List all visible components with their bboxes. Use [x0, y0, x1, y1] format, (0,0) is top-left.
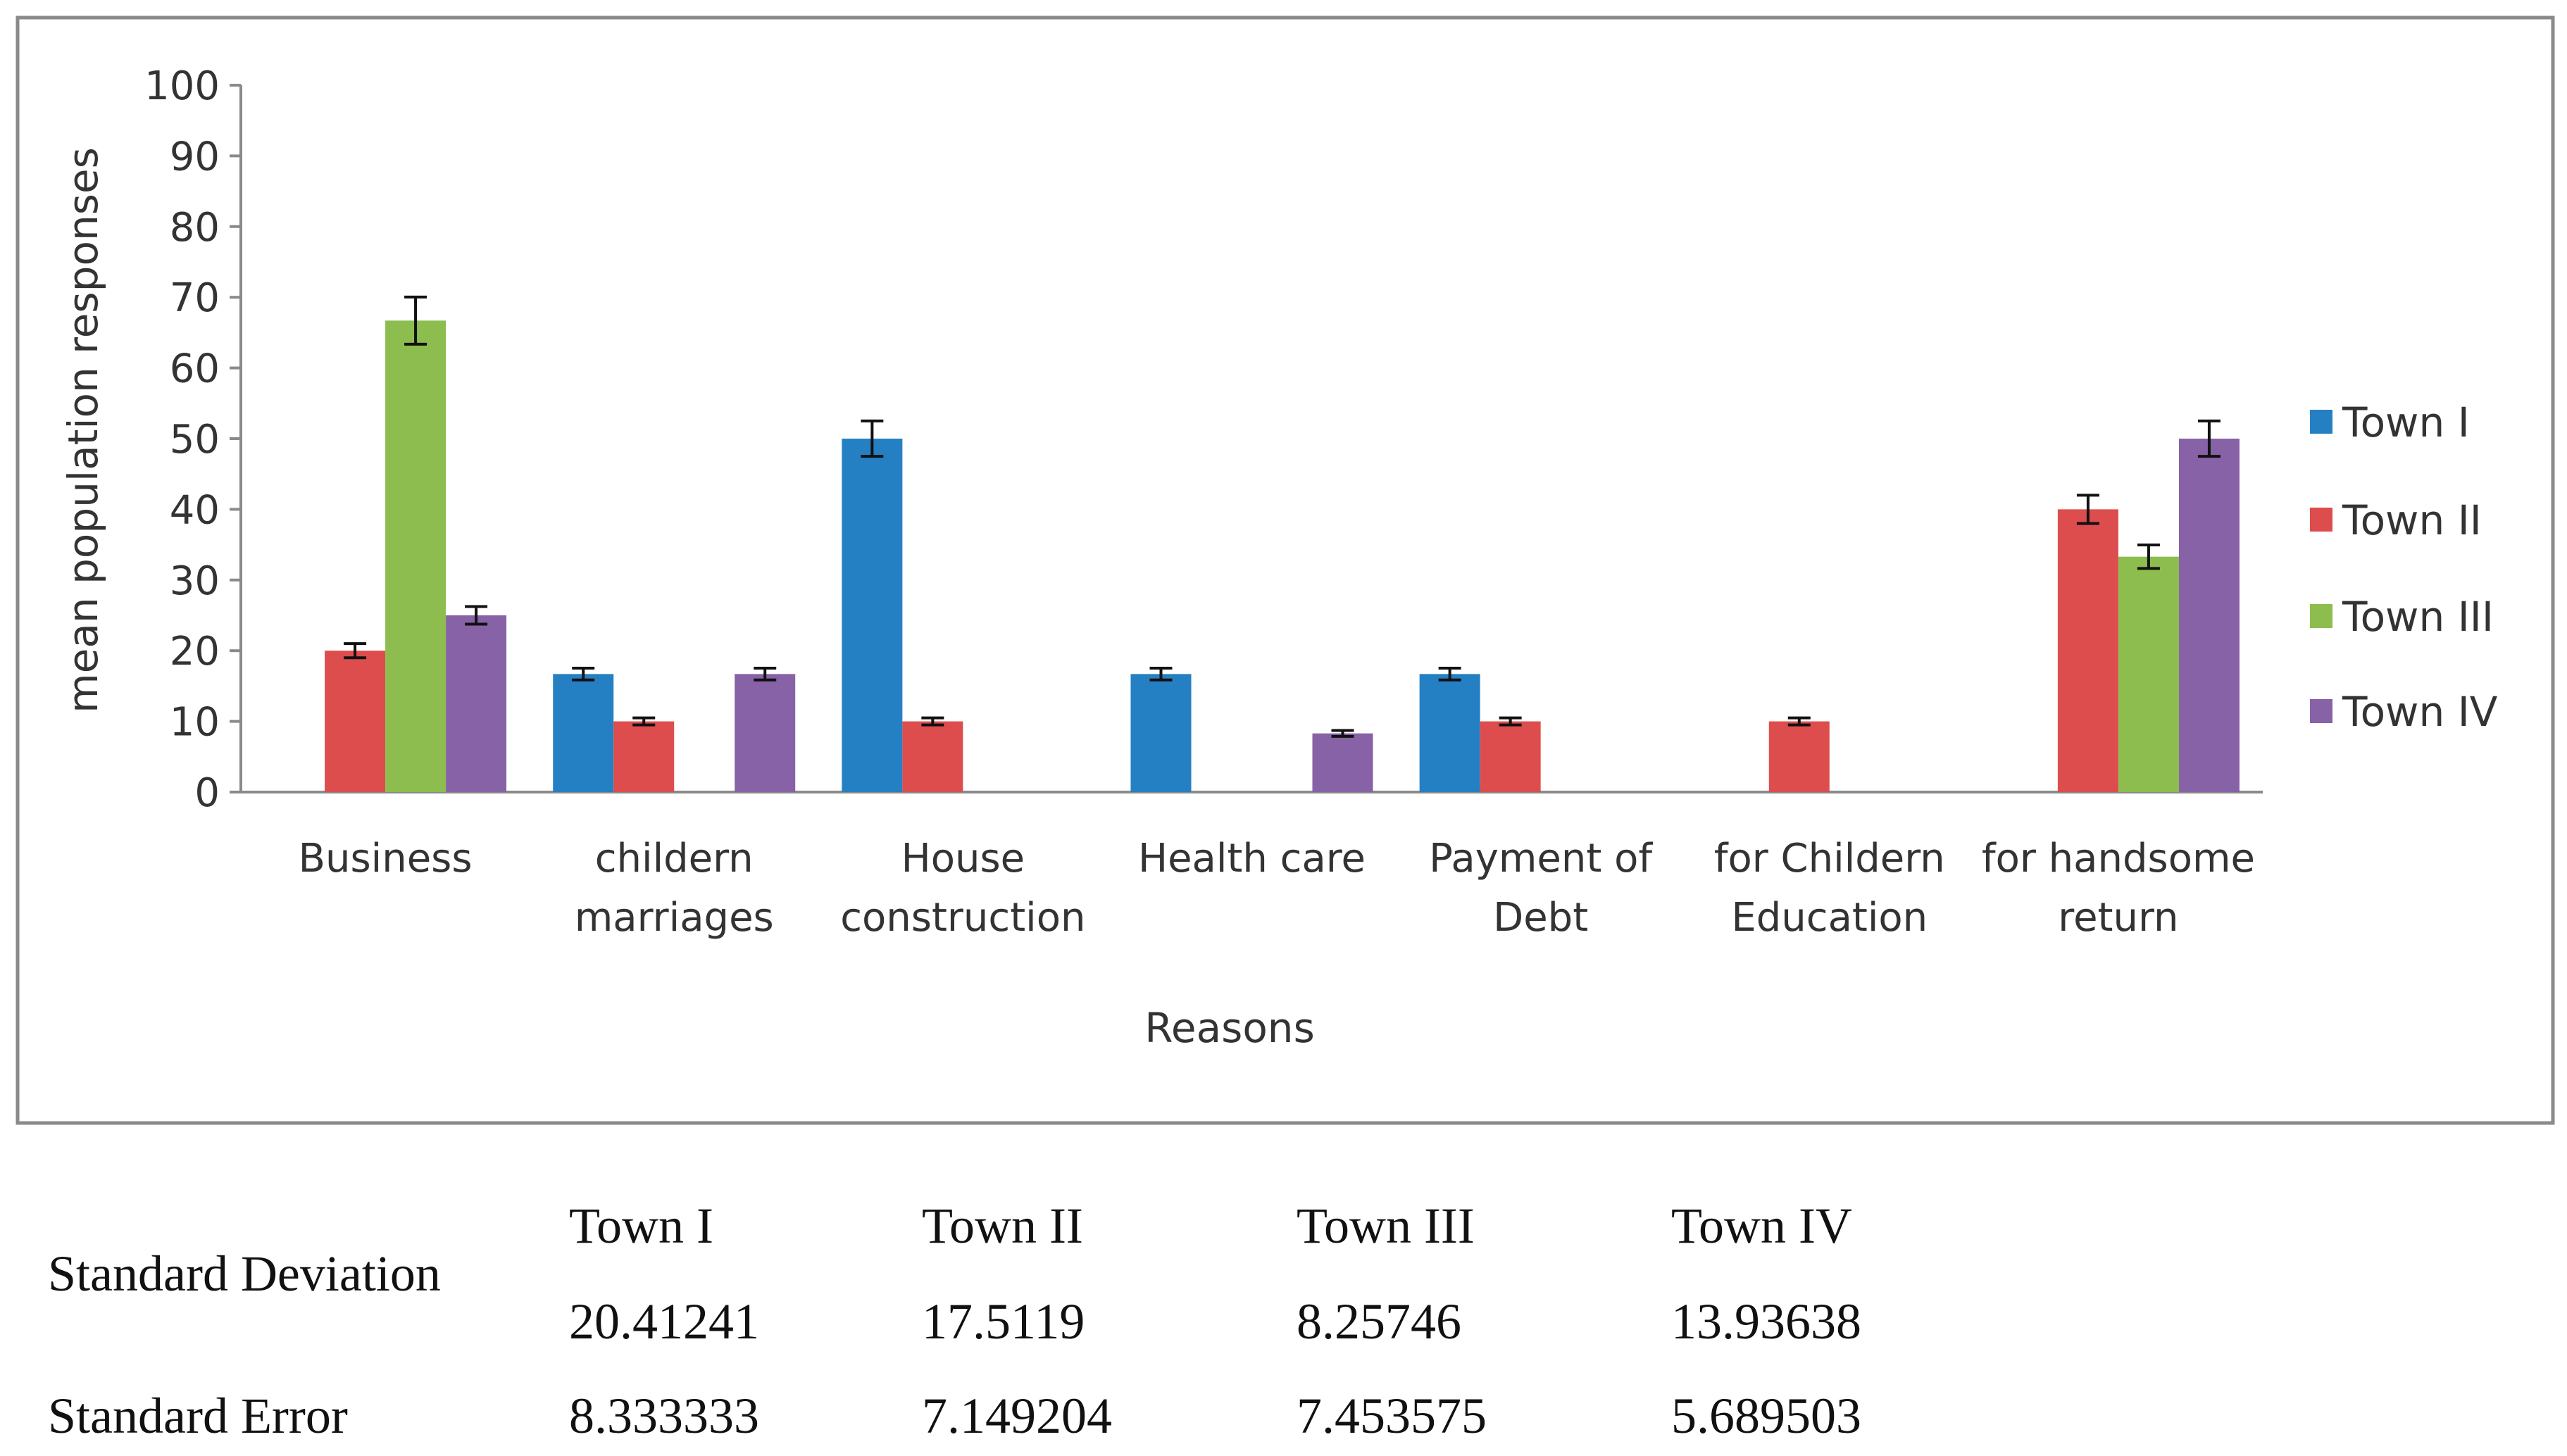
y-tick-label: 20 [170, 629, 220, 674]
y-tick-label: 0 [194, 770, 220, 816]
bar [553, 674, 614, 792]
std-dev-town-2: 17.5119 [922, 1293, 1085, 1350]
bar [1480, 721, 1541, 792]
x-tick-label: marriages [575, 895, 774, 941]
bar [842, 439, 903, 792]
std-err-town-1: 8.333333 [569, 1388, 759, 1444]
bars [325, 295, 2240, 792]
y-tick-label: 80 [170, 205, 220, 251]
legend-label: Town IV [2342, 688, 2498, 736]
x-tick-label: Payment of [1429, 836, 1653, 881]
x-tick-label: House [901, 836, 1025, 881]
bar [2118, 556, 2179, 792]
bar [1312, 733, 1373, 792]
legend-swatch [2310, 604, 2332, 628]
legend: Town I Town II Town III Town IV [2310, 398, 2498, 736]
legend-label: Town III [2342, 593, 2494, 641]
x-tick-label: for handsome [1982, 836, 2255, 881]
std-dev-town-1: 20.41241 [569, 1293, 759, 1350]
axes: 0 10 20 30 40 50 60 70 80 90 100 Business childern ma… [144, 63, 2263, 941]
x-tick-label: Debt [1493, 895, 1588, 941]
y-tick-label: 70 [170, 275, 220, 321]
y-tick-label: 60 [170, 346, 220, 392]
x-tick-label: return [2058, 895, 2178, 941]
bar [902, 721, 963, 792]
legend-swatch [2310, 699, 2332, 723]
x-tick-label: Health care [1138, 836, 1366, 881]
std-err-town-3: 7.453575 [1297, 1388, 1487, 1444]
row-label-std-err: Standard Error [48, 1388, 348, 1444]
bar [613, 721, 675, 792]
bar [446, 615, 507, 792]
bar [735, 674, 796, 792]
y-tick-label: 90 [170, 134, 220, 180]
y-tick-label: 100 [144, 63, 220, 109]
x-tick-label: Business [299, 836, 473, 881]
bar [2178, 439, 2240, 792]
legend-swatch [2310, 410, 2332, 434]
y-tick-label: 30 [170, 558, 220, 604]
std-err-town-4: 5.689503 [1671, 1388, 1861, 1444]
bar [1130, 674, 1192, 792]
table-header-town-3: Town III [1297, 1198, 1475, 1254]
x-tick-label: for Childern [1714, 836, 1945, 881]
x-tick-label: Education [1731, 895, 1928, 941]
x-axis-title: Reasons [1144, 1004, 1315, 1052]
x-tick-label: childern [595, 836, 754, 881]
y-tick-label: 10 [170, 700, 220, 746]
y-tick-label: 50 [170, 417, 220, 463]
table-header-town-4: Town IV [1671, 1198, 1852, 1254]
y-tick-label: 40 [170, 487, 220, 533]
legend-label: Town I [2342, 398, 2470, 446]
row-label-std-dev: Standard Deviation [48, 1245, 441, 1302]
std-dev-town-4: 13.93638 [1671, 1293, 1861, 1350]
bar [2057, 509, 2118, 792]
std-dev-town-3: 8.25746 [1297, 1293, 1461, 1350]
bar [325, 651, 386, 792]
legend-swatch [2310, 508, 2332, 532]
legend-label: Town II [2342, 496, 2482, 544]
x-tick-label: construction [840, 895, 1085, 941]
y-axis-title: mean population responses [59, 147, 107, 713]
table-header-town-1: Town I [569, 1198, 713, 1254]
bar [1768, 721, 1830, 792]
bar [1419, 674, 1480, 792]
bar-chart: 0 10 20 30 40 50 60 70 80 90 100 Business childern ma… [15, 15, 2555, 1125]
bar [385, 320, 446, 792]
table-header-town-2: Town II [922, 1198, 1083, 1254]
std-err-town-2: 7.149204 [922, 1388, 1112, 1444]
